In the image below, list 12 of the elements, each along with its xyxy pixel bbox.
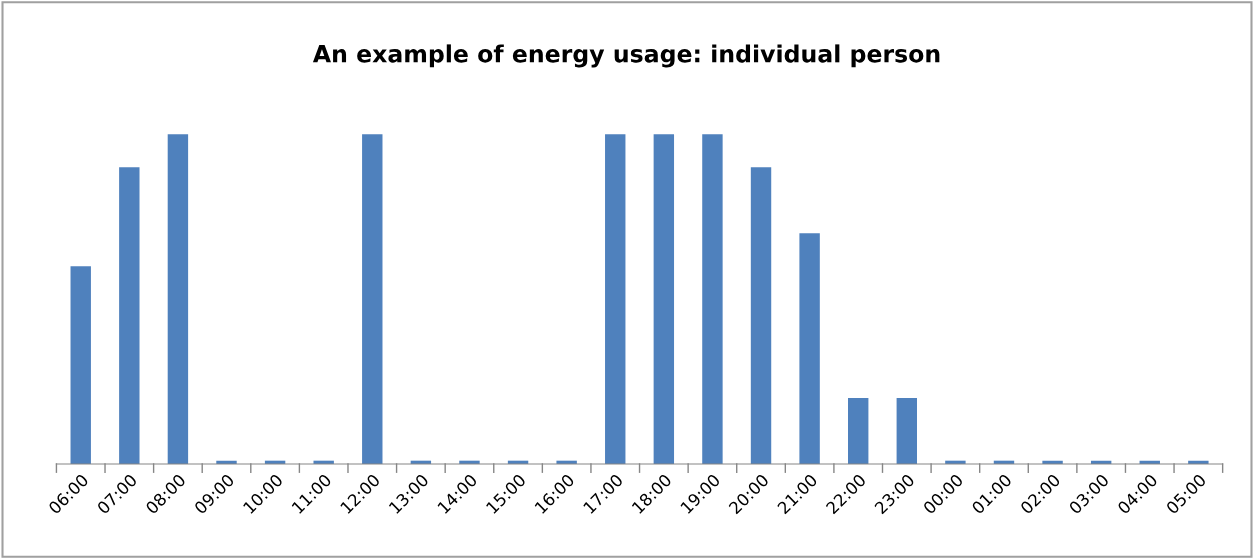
bar [605,134,626,464]
bar [653,134,675,464]
bar [70,266,91,464]
bar [119,167,140,464]
bar [702,134,723,464]
bar [896,398,917,464]
bar [848,398,869,464]
bar [750,167,772,464]
chart-title: An example of energy usage: individual person [312,44,940,68]
bar [362,134,383,464]
bar [799,233,820,464]
bar [167,134,189,464]
